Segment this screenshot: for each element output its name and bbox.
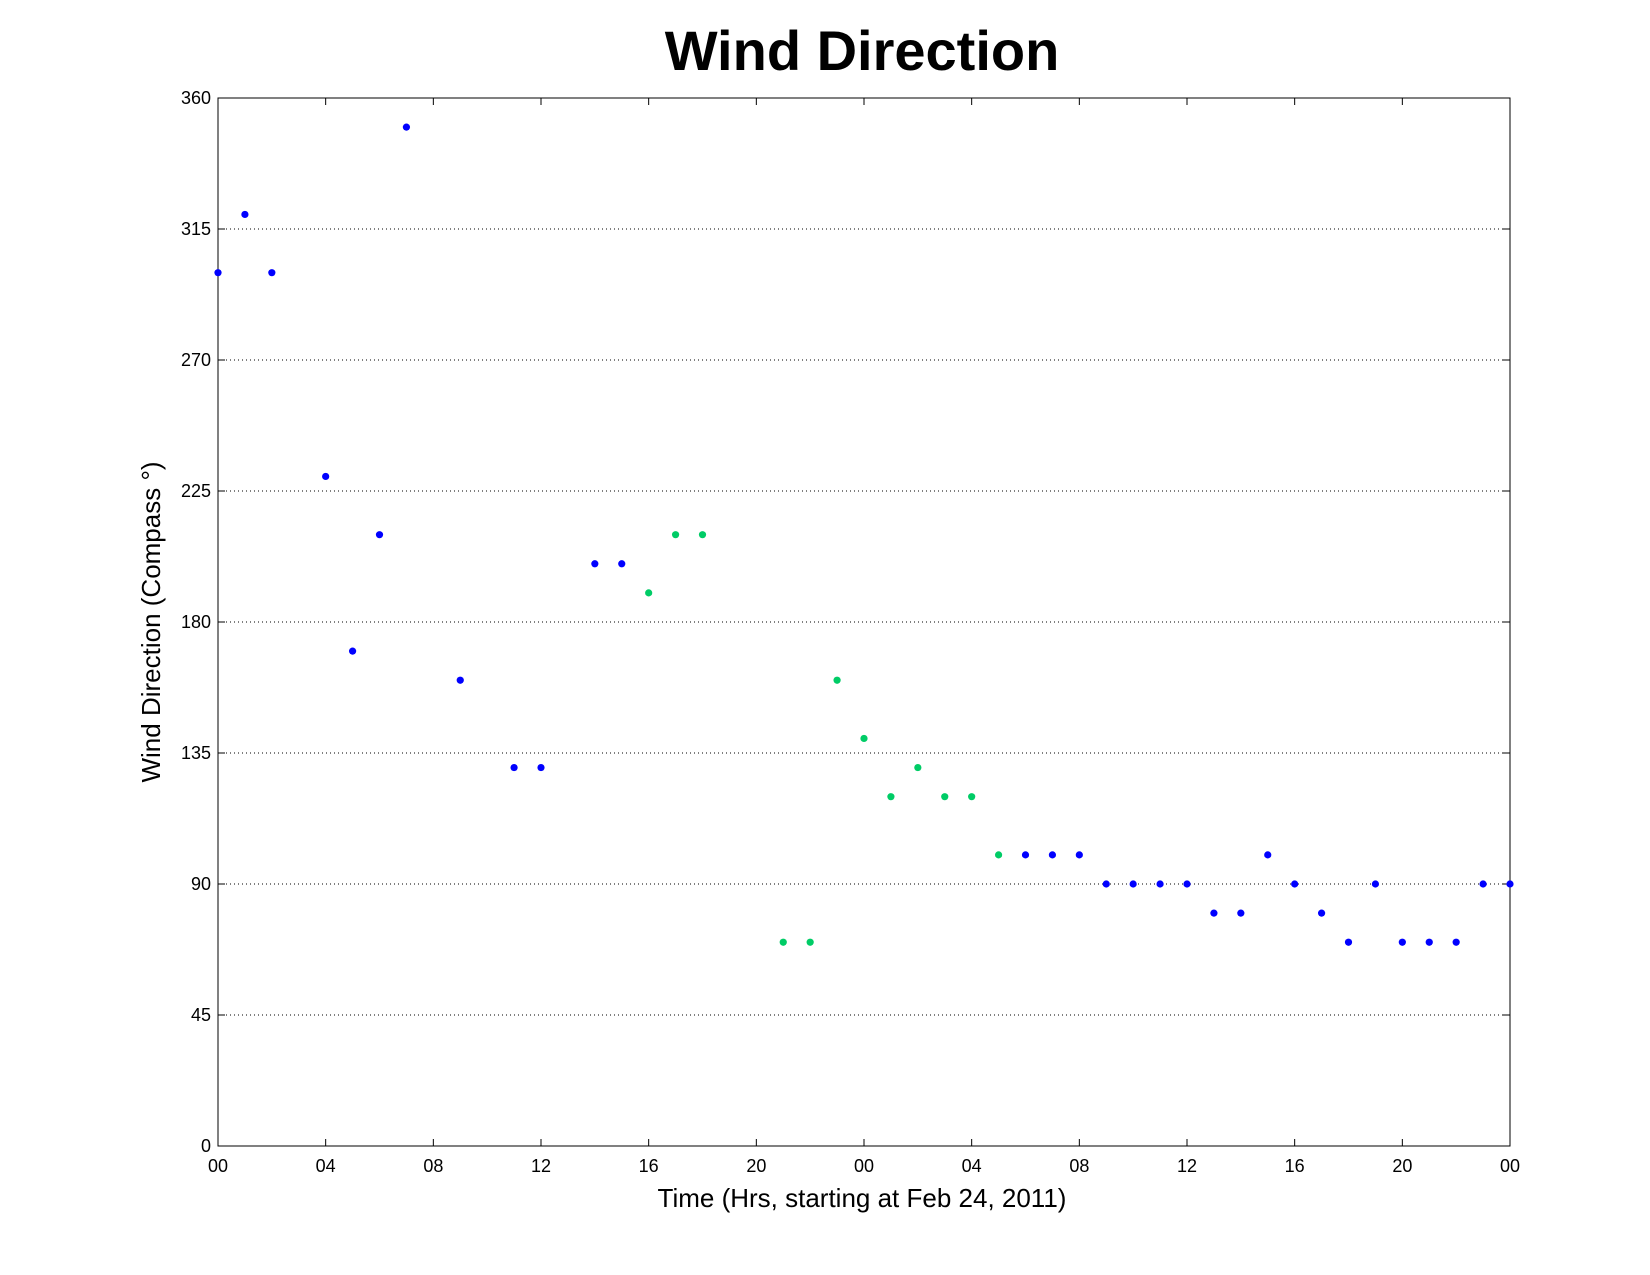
data-point-series-1 xyxy=(1425,938,1433,946)
x-tick-label: 08 xyxy=(1069,1156,1089,1176)
x-tick-label: 00 xyxy=(854,1156,874,1176)
data-point-series-1 xyxy=(1398,938,1406,946)
data-point-series-1 xyxy=(1075,851,1083,859)
data-point-series-1 xyxy=(1264,851,1272,859)
data-point-series-2 xyxy=(887,793,895,801)
data-points xyxy=(214,123,1514,946)
x-axis-label: Time (Hrs, starting at Feb 24, 2011) xyxy=(658,1183,1067,1213)
x-tick-label: 12 xyxy=(531,1156,551,1176)
data-point-series-1 xyxy=(268,269,276,277)
data-point-series-1 xyxy=(537,763,545,772)
data-point-series-1 xyxy=(375,531,384,539)
data-point-series-1 xyxy=(1102,880,1110,888)
data-point-series-1 xyxy=(1210,909,1218,917)
data-point-series-1 xyxy=(1129,880,1137,888)
data-point-series-1 xyxy=(1021,851,1030,859)
x-tick-label: 00 xyxy=(1500,1156,1520,1176)
y-tick-label: 270 xyxy=(181,350,211,370)
data-point-series-1 xyxy=(1479,880,1487,888)
data-point-series-1 xyxy=(1183,880,1191,888)
data-point-series-2 xyxy=(806,938,814,946)
y-tick-label: 90 xyxy=(191,874,211,894)
data-point-series-1 xyxy=(456,676,464,684)
data-point-series-2 xyxy=(914,763,922,772)
data-point-series-1 xyxy=(591,560,599,568)
y-tick-label: 45 xyxy=(191,1005,211,1025)
y-tick-labels: 0 45 90 135 180 225 270 315 360 xyxy=(181,88,211,1156)
data-point-series-2 xyxy=(860,734,868,743)
plot-frame xyxy=(217,97,1511,1147)
data-point-series-1 xyxy=(1317,909,1326,917)
y-tick-label: 135 xyxy=(181,743,211,763)
x-tick-label: 20 xyxy=(1392,1156,1412,1176)
data-point-series-1 xyxy=(241,210,249,219)
x-tick-label: 12 xyxy=(1177,1156,1197,1176)
data-point-series-2 xyxy=(671,531,680,539)
data-point-series-1 xyxy=(1344,938,1353,946)
data-point-series-1 xyxy=(348,647,357,655)
data-point-series-2 xyxy=(833,676,841,684)
chart-title: Wind Direction xyxy=(665,19,1060,82)
axis-ticks xyxy=(217,97,1511,1147)
y-axis-label: Wind Direction (Compass °) xyxy=(136,461,166,782)
data-point-series-2 xyxy=(698,531,707,539)
data-point-series-2 xyxy=(941,793,949,801)
data-point-series-1 xyxy=(1237,909,1245,917)
x-tick-label: 04 xyxy=(962,1156,982,1176)
data-point-series-2 xyxy=(968,793,976,801)
data-point-series-1 xyxy=(402,123,411,131)
data-point-series-2 xyxy=(779,938,787,946)
data-point-series-1 xyxy=(1291,880,1299,888)
x-tick-labels: 00 04 08 12 16 20 00 04 08 12 16 20 00 xyxy=(208,1156,1520,1176)
data-point-series-1 xyxy=(1156,880,1164,888)
data-point-series-1 xyxy=(1506,880,1514,888)
data-point-series-2 xyxy=(645,589,653,597)
data-point-series-1 xyxy=(322,472,330,481)
y-tick-label: 180 xyxy=(181,612,211,632)
x-tick-label: 08 xyxy=(423,1156,443,1176)
y-tick-label: 315 xyxy=(181,219,211,239)
data-point-series-1 xyxy=(1048,851,1057,859)
y-tick-label: 360 xyxy=(181,88,211,108)
x-tick-label: 16 xyxy=(639,1156,659,1176)
x-tick-label: 16 xyxy=(1285,1156,1305,1176)
data-point-series-1 xyxy=(510,763,518,772)
data-point-series-1 xyxy=(214,269,222,277)
y-tick-label: 0 xyxy=(201,1136,211,1156)
y-tick-label: 225 xyxy=(181,481,211,501)
x-tick-label: 00 xyxy=(208,1156,228,1176)
x-tick-label: 20 xyxy=(746,1156,766,1176)
data-point-series-2 xyxy=(994,851,1003,859)
data-point-series-1 xyxy=(1452,938,1460,946)
data-point-series-1 xyxy=(1371,880,1380,888)
x-tick-label: 04 xyxy=(316,1156,336,1176)
data-point-series-1 xyxy=(618,560,626,568)
